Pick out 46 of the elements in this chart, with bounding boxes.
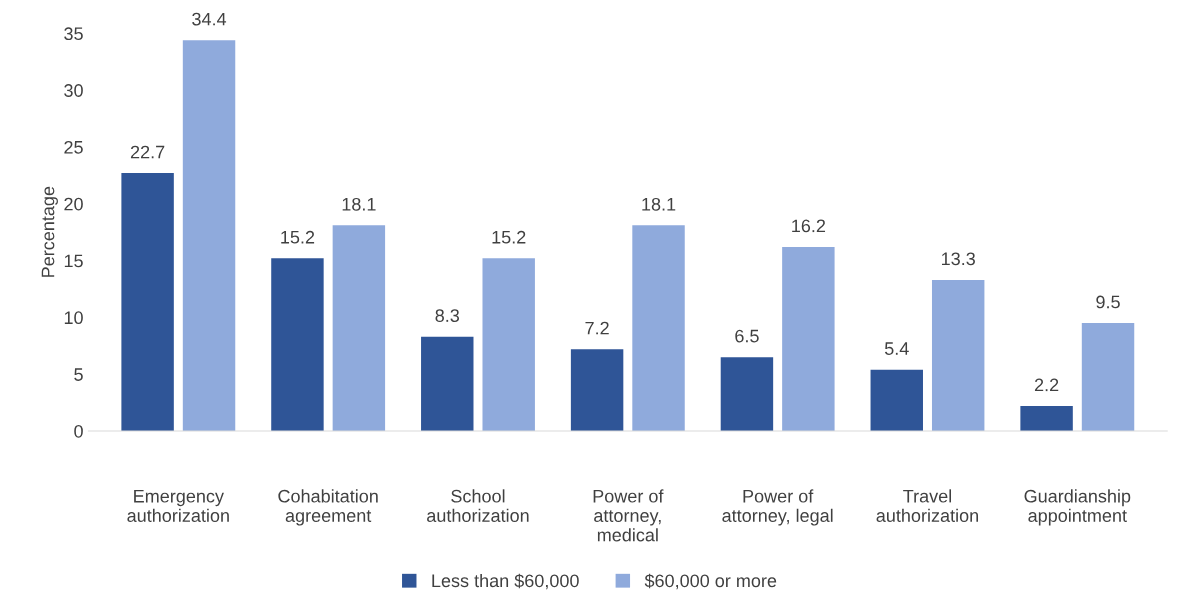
data-label: 2.2 [1034, 378, 1059, 392]
x-tick-label: Power of attorney, legal [722, 489, 833, 526]
bar [782, 246, 835, 431]
x-tick-label: School authorization [427, 489, 529, 523]
x-tick-label: Travel authorization [876, 489, 979, 523]
bar [632, 225, 685, 431]
bar [720, 357, 774, 431]
data-label: 22.7 [130, 145, 165, 159]
bar [421, 336, 474, 431]
data-label: 15.2 [492, 230, 526, 244]
data-label: 7.2 [585, 321, 609, 335]
y-tick-label: 20 [64, 197, 83, 211]
bar [870, 369, 923, 431]
data-label: 8.3 [435, 309, 460, 323]
bar [1081, 323, 1135, 431]
bar [271, 258, 324, 431]
data-label: 9.5 [1096, 295, 1120, 309]
data-label: 5.4 [884, 342, 909, 355]
data-label: 16.2 [792, 219, 826, 233]
x-tick-label: Power of attorney, medical [593, 489, 664, 542]
y-tick-label: 30 [64, 84, 83, 97]
x-tick-label: Cohabitation agreement [278, 489, 378, 526]
y-tick-label: 15 [64, 254, 83, 268]
y-tick-label: 35 [64, 27, 83, 41]
data-label: 15.2 [281, 230, 315, 244]
bar [931, 279, 985, 431]
y-tick-label: 10 [64, 311, 83, 325]
bar [332, 225, 386, 431]
data-label: 34.4 [192, 12, 227, 26]
data-label: 6.5 [735, 329, 759, 343]
data-label: 13.3 [942, 252, 975, 266]
y-axis-title: Percentage [41, 186, 58, 277]
y-tick-label: 5 [74, 368, 83, 381]
x-tick-label: Emergency authorization [127, 489, 229, 523]
legend-label: Less than $60,000 [432, 573, 579, 590]
x-tick-label: Guardianship appointment [1024, 489, 1131, 526]
data-label: 18.1 [342, 197, 376, 211]
data-label: 18.1 [642, 197, 676, 211]
y-tick-label: 25 [64, 140, 83, 154]
bar [182, 40, 236, 431]
legend-label: $60,000 or more [644, 573, 777, 590]
bar [570, 349, 624, 431]
bar [1020, 405, 1073, 431]
bar [121, 173, 174, 431]
bar [482, 258, 535, 431]
y-tick-label: 0 [74, 424, 83, 438]
